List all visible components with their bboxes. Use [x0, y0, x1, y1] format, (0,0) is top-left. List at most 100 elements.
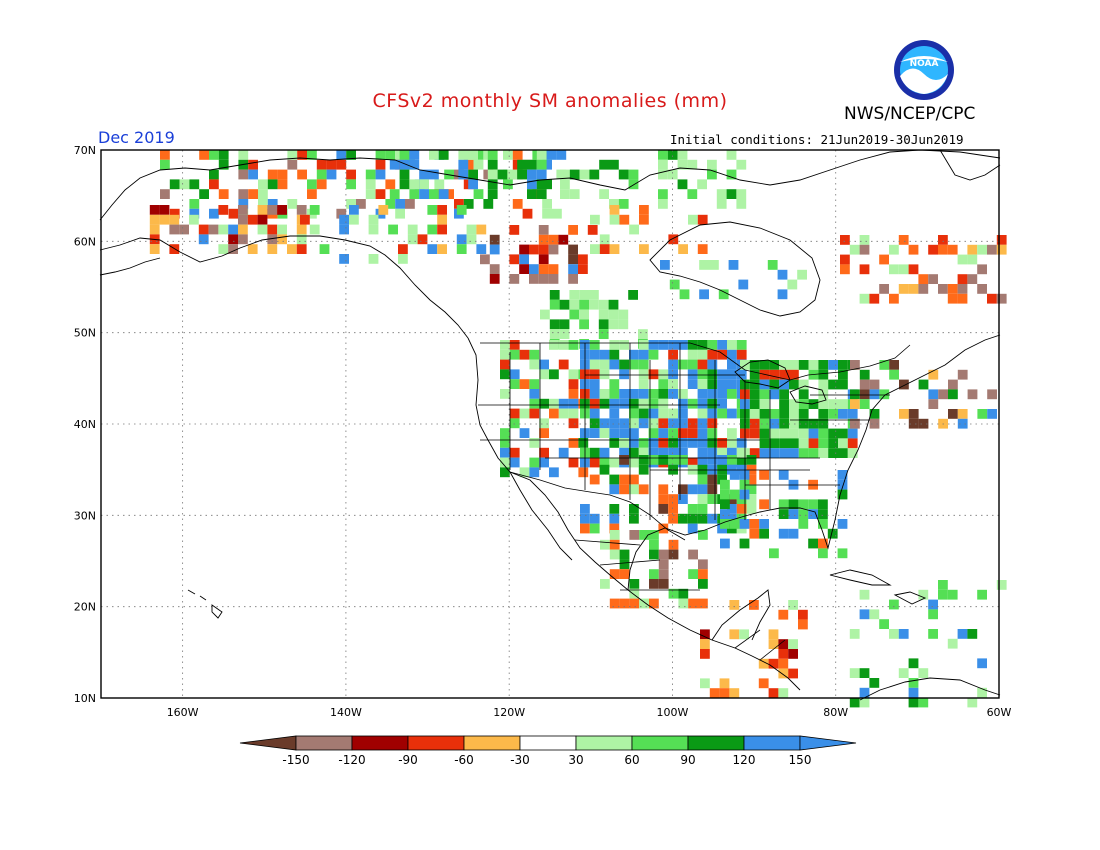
anomaly-cell: [658, 199, 668, 209]
anomaly-cell: [668, 494, 678, 504]
anomaly-cell: [487, 159, 498, 170]
anomaly-cell: [847, 448, 858, 458]
anomaly-cell: [398, 254, 408, 264]
anomaly-cell: [639, 530, 649, 540]
anomaly-cell: [500, 428, 510, 438]
anomaly-cell: [349, 214, 359, 225]
anomaly-cell: [560, 179, 570, 190]
anomaly-cell: [719, 678, 730, 689]
anomaly-cell: [609, 398, 620, 409]
anomaly-cell: [889, 244, 899, 255]
anomaly-cell: [707, 389, 718, 399]
anomaly-cell: [589, 299, 599, 310]
anomaly-cell: [789, 360, 799, 370]
anomaly-cell: [798, 428, 809, 439]
anomaly-cell: [717, 447, 727, 458]
anomaly-cell: [678, 598, 689, 609]
anomaly-cell: [938, 389, 948, 400]
anomaly-cell: [918, 589, 929, 600]
colorbar-swatch: [463, 735, 521, 751]
anomaly-cell: [580, 504, 590, 514]
anomaly-cell: [739, 470, 750, 480]
anomaly-cell: [788, 668, 798, 679]
anomaly-cell: [658, 504, 669, 514]
anomaly-cell: [487, 189, 498, 199]
anomaly-cell: [238, 189, 249, 199]
anomaly-cell: [568, 264, 578, 274]
anomaly-cell: [552, 208, 562, 219]
colorbar-label: -90: [398, 753, 418, 767]
anomaly-cell: [618, 199, 629, 209]
anomaly-cell: [678, 484, 688, 495]
latitude-label: 40N: [74, 418, 96, 431]
anomaly-cell: [529, 467, 540, 478]
anomaly-cell: [660, 260, 670, 270]
anomaly-cell: [698, 559, 708, 570]
anomaly-cell: [519, 379, 530, 389]
anomaly-cell: [267, 234, 278, 245]
anomaly-cell: [717, 398, 727, 409]
anomaly-cell: [957, 284, 968, 294]
anomaly-cell: [189, 208, 200, 219]
anomaly-cell: [798, 418, 809, 429]
anomaly-cell: [629, 398, 639, 409]
anomaly-cell: [728, 260, 739, 270]
anomaly-cell: [599, 389, 610, 399]
anomaly-cell: [629, 504, 639, 514]
anomaly-cell: [687, 398, 698, 409]
anomaly-cell: [599, 244, 610, 254]
anomaly-cell: [838, 428, 848, 439]
anomaly-cell: [746, 494, 757, 504]
anomaly-cell: [149, 214, 160, 225]
anomaly-cell: [599, 349, 610, 360]
anomaly-cell: [578, 438, 589, 448]
anomaly-cell: [579, 299, 589, 310]
colorbar-label: -30: [510, 753, 530, 767]
anomaly-cell: [908, 697, 919, 708]
anomaly-cell: [908, 658, 919, 669]
anomaly-cell: [707, 484, 718, 495]
anomaly-cell: [228, 244, 238, 254]
anomaly-cell: [339, 254, 349, 264]
anomaly-cell: [678, 494, 688, 504]
anomaly-cell: [788, 649, 798, 659]
anomaly-cell: [489, 264, 500, 274]
anomaly-cell: [789, 409, 799, 419]
anomaly-cell: [808, 448, 819, 458]
anomaly-cell: [267, 169, 278, 180]
colorbar-label: 30: [568, 753, 583, 767]
latitude-label: 70N: [74, 144, 96, 157]
anomaly-cell: [847, 438, 858, 449]
anomaly-cell: [948, 409, 958, 419]
anomaly-cell: [539, 447, 549, 458]
anomaly-cell: [729, 470, 740, 480]
anomaly-cell: [509, 340, 520, 350]
anomaly-cell: [179, 224, 189, 235]
anomaly-cell: [568, 418, 579, 429]
anomaly-cell: [399, 150, 410, 160]
anomaly-cell: [589, 169, 600, 180]
anomaly-cell: [600, 539, 610, 550]
anomaly-cell: [778, 688, 789, 698]
colorbar-arrow-high: [799, 735, 857, 751]
anomaly-cell: [629, 588, 640, 599]
anomaly-cell: [717, 455, 727, 465]
anomaly-cell: [512, 199, 523, 209]
anomaly-cell: [527, 159, 537, 170]
anomaly-cell: [549, 340, 559, 350]
anomaly-cell: [399, 169, 410, 180]
anomaly-cell: [419, 169, 429, 180]
anomaly-cell: [579, 319, 589, 330]
anomaly-cell: [899, 409, 909, 419]
anomaly-cell: [967, 244, 978, 255]
anomaly-cell: [609, 539, 620, 550]
anomaly-cell: [957, 293, 968, 304]
anomaly-cell: [687, 513, 698, 524]
anomaly-cell: [589, 369, 600, 380]
anomaly-cell: [609, 205, 620, 215]
anomaly-cell: [720, 509, 730, 519]
anomaly-cell: [209, 179, 219, 190]
anomaly-cell: [658, 389, 669, 399]
anomaly-cell: [828, 409, 838, 419]
anomaly-cell: [727, 340, 737, 350]
